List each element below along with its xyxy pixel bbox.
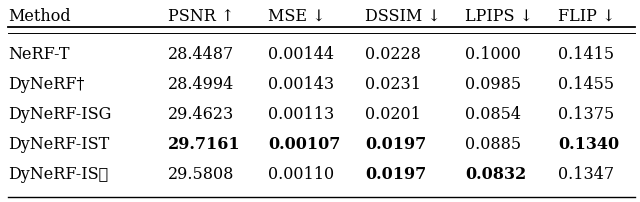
Text: DyNeRF-IST: DyNeRF-IST — [8, 135, 109, 152]
Text: 29.7161: 29.7161 — [168, 135, 241, 152]
Text: 0.00107: 0.00107 — [268, 135, 340, 152]
Text: PSNR ↑: PSNR ↑ — [168, 8, 234, 25]
Text: 28.4487: 28.4487 — [168, 46, 234, 63]
Text: 0.1455: 0.1455 — [558, 76, 614, 93]
Text: 0.1340: 0.1340 — [558, 135, 619, 152]
Text: 29.5808: 29.5808 — [168, 165, 234, 182]
Text: 0.0885: 0.0885 — [465, 135, 521, 152]
Text: 0.0832: 0.0832 — [465, 165, 526, 182]
Text: 0.0197: 0.0197 — [365, 165, 426, 182]
Text: LPIPS ↓: LPIPS ↓ — [465, 8, 533, 25]
Text: NeRF-T: NeRF-T — [8, 46, 70, 63]
Text: 0.0197: 0.0197 — [365, 135, 426, 152]
Text: 0.1415: 0.1415 — [558, 46, 614, 63]
Text: DyNeRF-IS★: DyNeRF-IS★ — [8, 165, 108, 182]
Text: 0.0985: 0.0985 — [465, 76, 521, 93]
Text: Method: Method — [8, 8, 70, 25]
Text: 0.1000: 0.1000 — [465, 46, 521, 63]
Text: 28.4994: 28.4994 — [168, 76, 234, 93]
Text: DSSIM ↓: DSSIM ↓ — [365, 8, 441, 25]
Text: 0.0201: 0.0201 — [365, 105, 421, 122]
Text: DyNeRF-ISG: DyNeRF-ISG — [8, 105, 111, 122]
Text: 0.00110: 0.00110 — [268, 165, 334, 182]
Text: 0.1375: 0.1375 — [558, 105, 614, 122]
Text: MSE ↓: MSE ↓ — [268, 8, 326, 25]
Text: 0.00144: 0.00144 — [268, 46, 334, 63]
Text: 0.1347: 0.1347 — [558, 165, 614, 182]
Text: 29.4623: 29.4623 — [168, 105, 234, 122]
Text: 0.00143: 0.00143 — [268, 76, 334, 93]
Text: 0.0228: 0.0228 — [365, 46, 421, 63]
Text: 0.00113: 0.00113 — [268, 105, 334, 122]
Text: DyNeRF†: DyNeRF† — [8, 76, 84, 93]
Text: 0.0854: 0.0854 — [465, 105, 521, 122]
Text: 0.0231: 0.0231 — [365, 76, 421, 93]
Text: FLIP ↓: FLIP ↓ — [558, 8, 616, 25]
